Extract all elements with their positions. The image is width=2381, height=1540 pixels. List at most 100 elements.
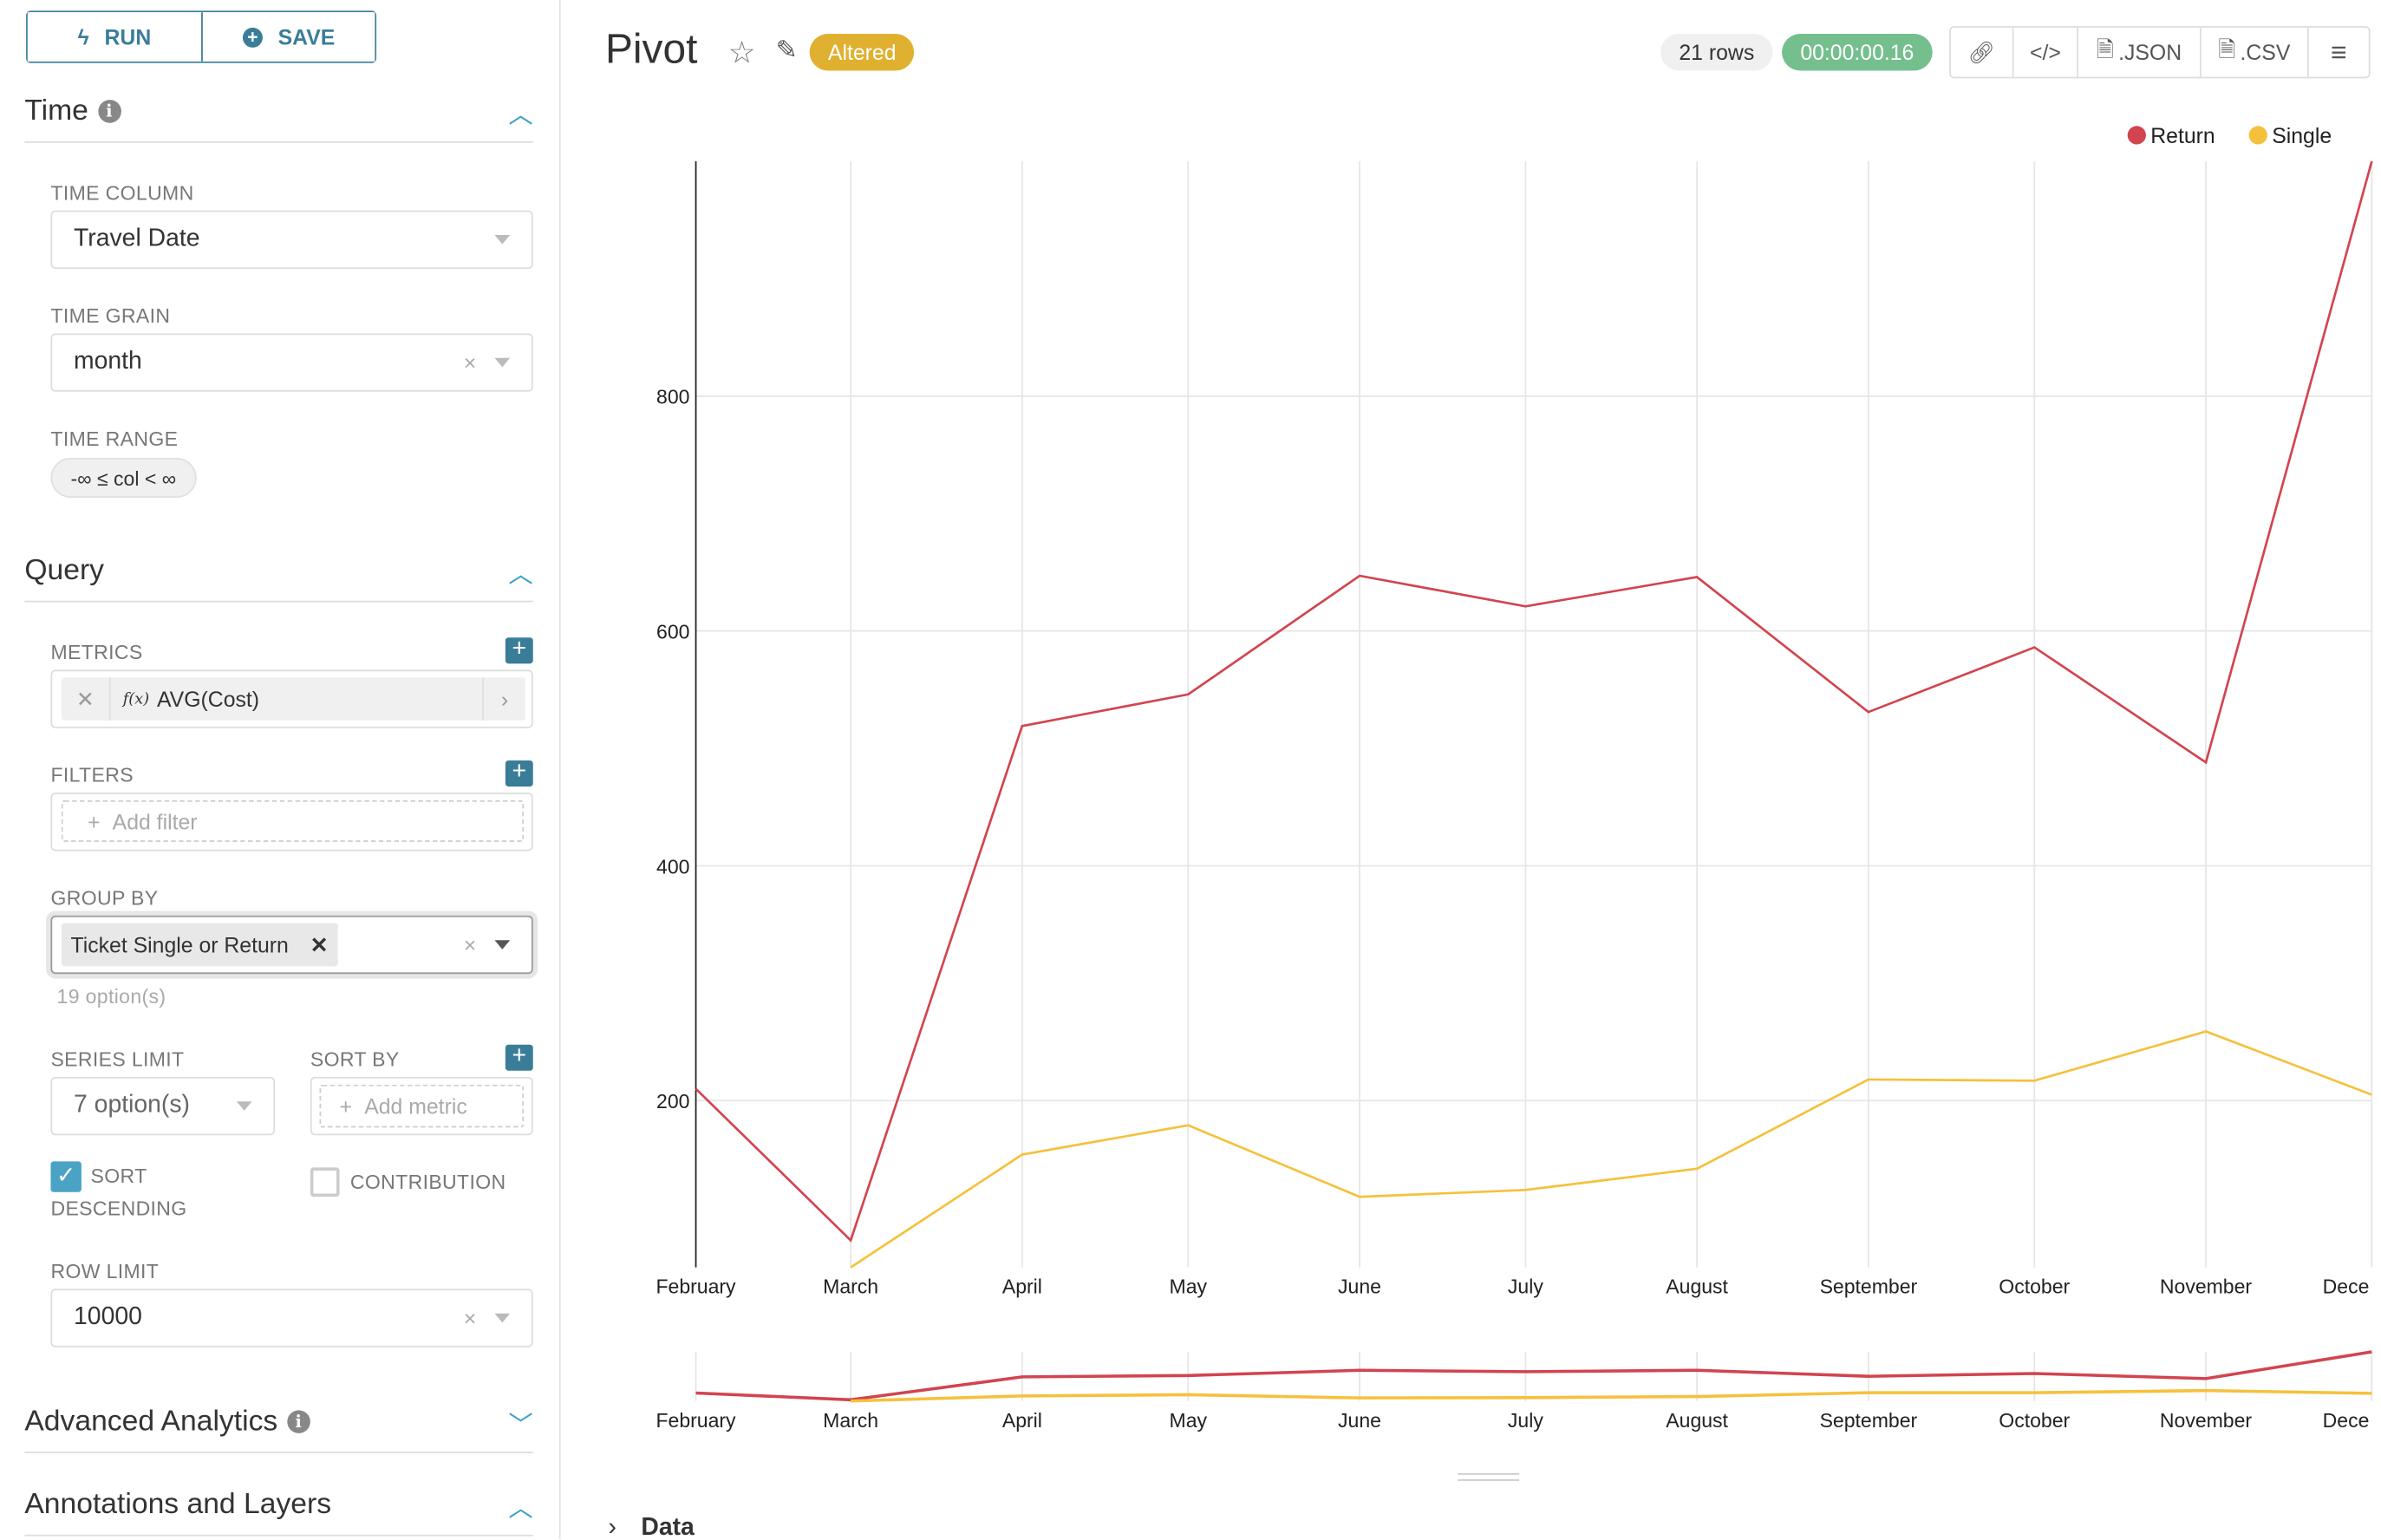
add-filter-plus-button[interactable]: + [505, 760, 533, 787]
add-metric-sort-button[interactable]: + Add metric [319, 1084, 525, 1128]
remove-icon[interactable]: ✕ [310, 931, 329, 956]
chevron-right-icon[interactable]: › [482, 677, 525, 721]
link-button[interactable]: 🔗︎ [1951, 28, 2012, 77]
legend-marker [2127, 126, 2146, 145]
section-query[interactable]: Query ︿ [24, 541, 533, 603]
select-value: 7 option(s) [74, 1092, 190, 1119]
csv-label: .CSV [2240, 40, 2291, 65]
chevron-up-icon[interactable]: ︿ [508, 1495, 533, 1522]
x-tick-label: May [1170, 1409, 1208, 1432]
export-json-button[interactable]: 🗎 .JSON [2077, 27, 2200, 77]
x-tick-label: September [1820, 1276, 1918, 1298]
bolt-icon: ϟ [77, 24, 89, 49]
function-icon: f(x) [122, 690, 150, 708]
data-section-title: Data [641, 1514, 695, 1540]
time-range-pill[interactable]: -∞ ≤ col < ∞ [50, 457, 197, 499]
add-filter-button[interactable]: + Add filter [61, 800, 525, 842]
x-tick-label: August [1666, 1409, 1728, 1432]
section-time[interactable]: Time i ︿ [24, 82, 533, 143]
series-limit-select[interactable]: 7 option(s) [50, 1076, 276, 1136]
time-column-label: TIME COLUMN [50, 181, 194, 205]
edit-icon[interactable]: ✎ [775, 35, 798, 65]
add-metric-button[interactable]: + [505, 636, 533, 664]
remove-icon[interactable]: ✕ [62, 677, 111, 721]
menu-button[interactable]: ≡ [2306, 27, 2369, 77]
caret-down-icon [236, 1101, 252, 1111]
export-csv-button[interactable]: 🗎 .CSV [2199, 27, 2307, 77]
contribution-checkbox[interactable] [310, 1167, 340, 1197]
y-tick-label: 800 [656, 386, 689, 408]
section-title: Query [24, 553, 105, 586]
clear-icon[interactable]: × [463, 349, 477, 375]
x-tick-label: November [2160, 1409, 2253, 1432]
chevron-right-icon: › [608, 1514, 616, 1540]
add-metric-label: Add metric [364, 1093, 467, 1119]
chart-title[interactable]: Pivot [605, 26, 698, 73]
run-button[interactable]: ϟ RUN [27, 12, 202, 62]
row-limit-select[interactable]: 10000 × [50, 1289, 533, 1348]
hamburger-icon: ≡ [2330, 36, 2347, 68]
series-line-return [695, 1350, 2372, 1402]
row-count-badge: 21 rows [1660, 33, 1773, 71]
save-label: SAVE [277, 24, 336, 49]
chevron-down-icon[interactable]: ﹀ [508, 1412, 533, 1439]
info-icon[interactable]: i [97, 100, 121, 123]
x-tick-label: March [823, 1409, 878, 1432]
metrics-label: METRICS [50, 640, 143, 664]
chevron-up-icon[interactable]: ︿ [508, 101, 533, 128]
metrics-field: ✕ f(x) AVG(Cost) › [50, 669, 533, 728]
link-icon: 🔗︎ [1967, 39, 1996, 64]
resize-handle[interactable] [1458, 1472, 1520, 1481]
x-tick-label: July [1508, 1276, 1543, 1298]
clear-icon[interactable]: × [463, 932, 477, 957]
chevron-up-icon[interactable]: ︿ [508, 561, 533, 588]
section-title: Time [24, 94, 88, 127]
add-sort-button[interactable]: + [505, 1044, 533, 1071]
data-section-toggle[interactable]: › Data [609, 1515, 695, 1540]
section-advanced-analytics[interactable]: Advanced Analytics i ﹀ [24, 1392, 533, 1453]
tag-label: Ticket Single or Return [70, 932, 289, 957]
x-tick-label: September [1820, 1409, 1918, 1432]
control-panel: ϟ RUN + SAVE Time i ︿ TIME COLUMN Travel Da… [0, 0, 561, 1540]
series-line-return [695, 160, 2373, 1243]
section-annotations[interactable]: Annotations and Layers ︿ [24, 1475, 533, 1537]
caret-down-icon [494, 357, 511, 368]
series-limit-label: SERIES LIMIT [50, 1047, 185, 1071]
contribution-label: CONTRIBUTION [349, 1170, 506, 1194]
sort-descending-label: SORT [90, 1164, 147, 1188]
section-title: Advanced Analytics [24, 1405, 278, 1438]
y-tick-label: 200 [656, 1090, 689, 1113]
save-button[interactable]: + SAVE [201, 12, 375, 62]
chart-panel: Pivot ☆ ✎ Altered 21 rows 00:00:00.16 🔗︎… [562, 0, 2381, 1540]
x-tick-label: March [823, 1276, 878, 1298]
info-icon[interactable]: i [286, 1410, 310, 1433]
select-value: 10000 [74, 1304, 142, 1331]
file-text-icon: 🗎 [2218, 36, 2236, 62]
embed-code-button[interactable]: </> [2012, 27, 2077, 77]
plus-circle-icon: + [242, 27, 263, 48]
legend-label: Single [2272, 125, 2332, 148]
sort-descending-full-label: DESCENDING [50, 1197, 187, 1220]
star-icon[interactable]: ☆ [727, 36, 756, 71]
caret-down-icon [494, 235, 511, 245]
x-tick-label: August [1666, 1276, 1728, 1298]
legend-marker [2248, 126, 2267, 145]
run-label: RUN [104, 24, 152, 49]
x-tick-label: October [1999, 1276, 2070, 1298]
run-save-group: ϟ RUN + SAVE [26, 10, 377, 63]
caret-down-icon [494, 940, 511, 949]
select-value: month [74, 349, 142, 375]
filters-field [50, 793, 533, 852]
x-tick-label: Dece [2323, 1409, 2370, 1432]
metric-tag[interactable]: ✕ f(x) AVG(Cost) › [61, 677, 525, 721]
time-column-select[interactable]: Travel Date [50, 210, 533, 270]
time-grain-select[interactable]: month × [50, 333, 533, 392]
x-tick-label: October [1999, 1409, 2070, 1432]
plus-icon: + [87, 808, 101, 834]
clear-icon[interactable]: × [463, 1305, 477, 1331]
chart-actions: 🔗︎ </> 🗎 .JSON 🗎 .CSV ≡ [1949, 26, 2371, 79]
group-by-select[interactable]: Ticket Single or Return ✕ × [50, 915, 533, 975]
plus-icon: + [339, 1093, 353, 1119]
query-duration-badge: 00:00:00.16 [1782, 33, 1933, 71]
sort-descending-checkbox[interactable]: ✓ [50, 1161, 82, 1192]
